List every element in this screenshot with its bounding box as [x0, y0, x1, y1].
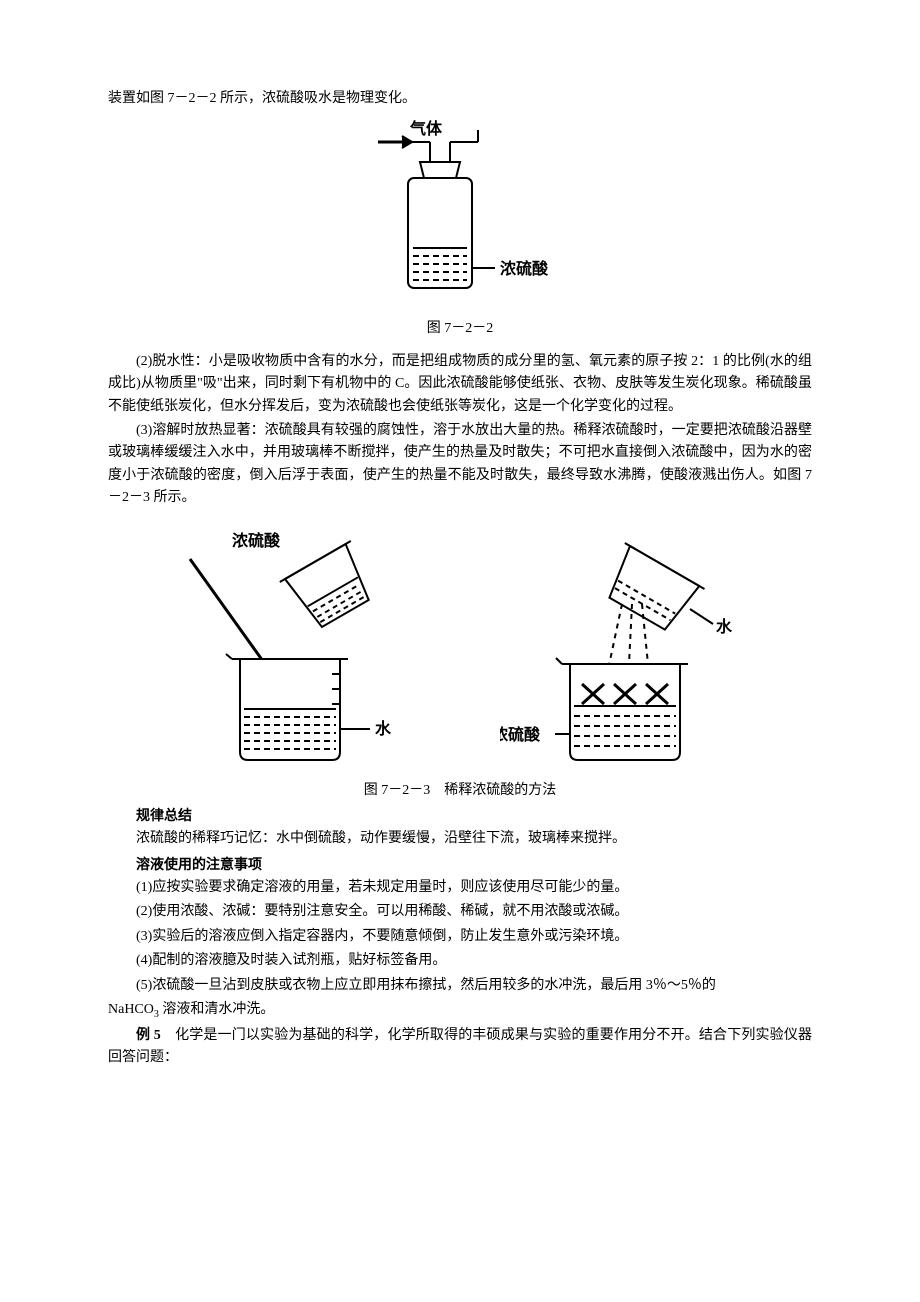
- note-1: (1)应按实验要求确定溶液的用量，若未规定用量时，则应该使用尽可能少的量。: [108, 877, 812, 899]
- figure-7-2-2-caption: 图 7－2－2: [427, 318, 494, 340]
- rule-mnemonic: 浓硫酸的稀释巧记忆：水中倒硫酸，动作要缓慢，沿壁往下流，玻璃棒来搅拌。: [108, 828, 812, 850]
- example-5-label: 例 5: [136, 1028, 161, 1043]
- figure-7-2-3: 浓硫酸 水: [108, 524, 812, 774]
- example-5: 例 5 化学是一门以实验为基础的科学，化学所取得的丰硕成果与实验的重要作用分不开…: [108, 1025, 812, 1070]
- h2so4-label-left: 浓硫酸: [232, 531, 281, 550]
- para-dissolution-heat: (3)溶解时放热显著：浓硫酸具有较强的腐蚀性，溶于水放出大量的热。稀释浓硫酸时，…: [108, 420, 812, 510]
- nahco3-text: NaHCO: [108, 1002, 154, 1017]
- water-label-left: 水: [375, 719, 392, 738]
- note-2: (2)使用浓酸、浓碱：要特别注意安全。可以用稀酸、稀碱，就不用浓酸或浓碱。: [108, 901, 812, 923]
- opening-line: 装置如图 7－2－2 所示，浓硫酸吸水是物理变化。: [108, 88, 812, 110]
- h2so4-label-1: 浓硫酸: [500, 259, 549, 278]
- water-label-right: 水: [716, 617, 733, 636]
- figure-7-2-3-caption: 图 7－2－3 稀释浓硫酸的方法: [108, 780, 812, 802]
- figure-7-2-2: 气体 浓硫酸 图 7－2－2: [108, 120, 812, 340]
- para-dehydration: (2)脱水性：小是吸收物质中含有的水分，而是把组成物质的成分里的氢、氧元素的原子…: [108, 351, 812, 418]
- note-3: (3)实验后的溶液应倒入指定容器内，不要随意倾倒，防止发生意外或污染环境。: [108, 926, 812, 948]
- example-5-body: 化学是一门以实验为基础的科学，化学所取得的丰硕成果与实验的重要作用分不开。结合下…: [108, 1028, 812, 1065]
- subscript-3: 3: [154, 1009, 159, 1020]
- note-5-line2: NaHCO3 溶液和清水冲洗。: [108, 999, 812, 1023]
- note-5-tail: 溶液和清水冲洗。: [162, 1002, 274, 1017]
- section-rules-heading: 规律总结: [108, 806, 812, 828]
- dilution-correct-diagram: 浓硫酸 水: [170, 524, 430, 774]
- gas-label: 气体: [409, 120, 443, 138]
- h2so4-label-right: 浓硫酸: [500, 725, 541, 744]
- note-5-line1: (5)浓硫酸一旦沾到皮肤或衣物上应立即用抹布擦拭，然后用较多的水冲洗，最后用 3…: [108, 975, 812, 997]
- dilution-wrong-diagram: 水 浓硫酸: [500, 524, 750, 774]
- note-4: (4)配制的溶液臆及时装入试剂瓶，贴好标签备用。: [108, 950, 812, 972]
- gas-drying-bottle-diagram: 气体 浓硫酸: [350, 120, 570, 310]
- section-notes-heading: 溶液使用的注意事项: [108, 855, 812, 877]
